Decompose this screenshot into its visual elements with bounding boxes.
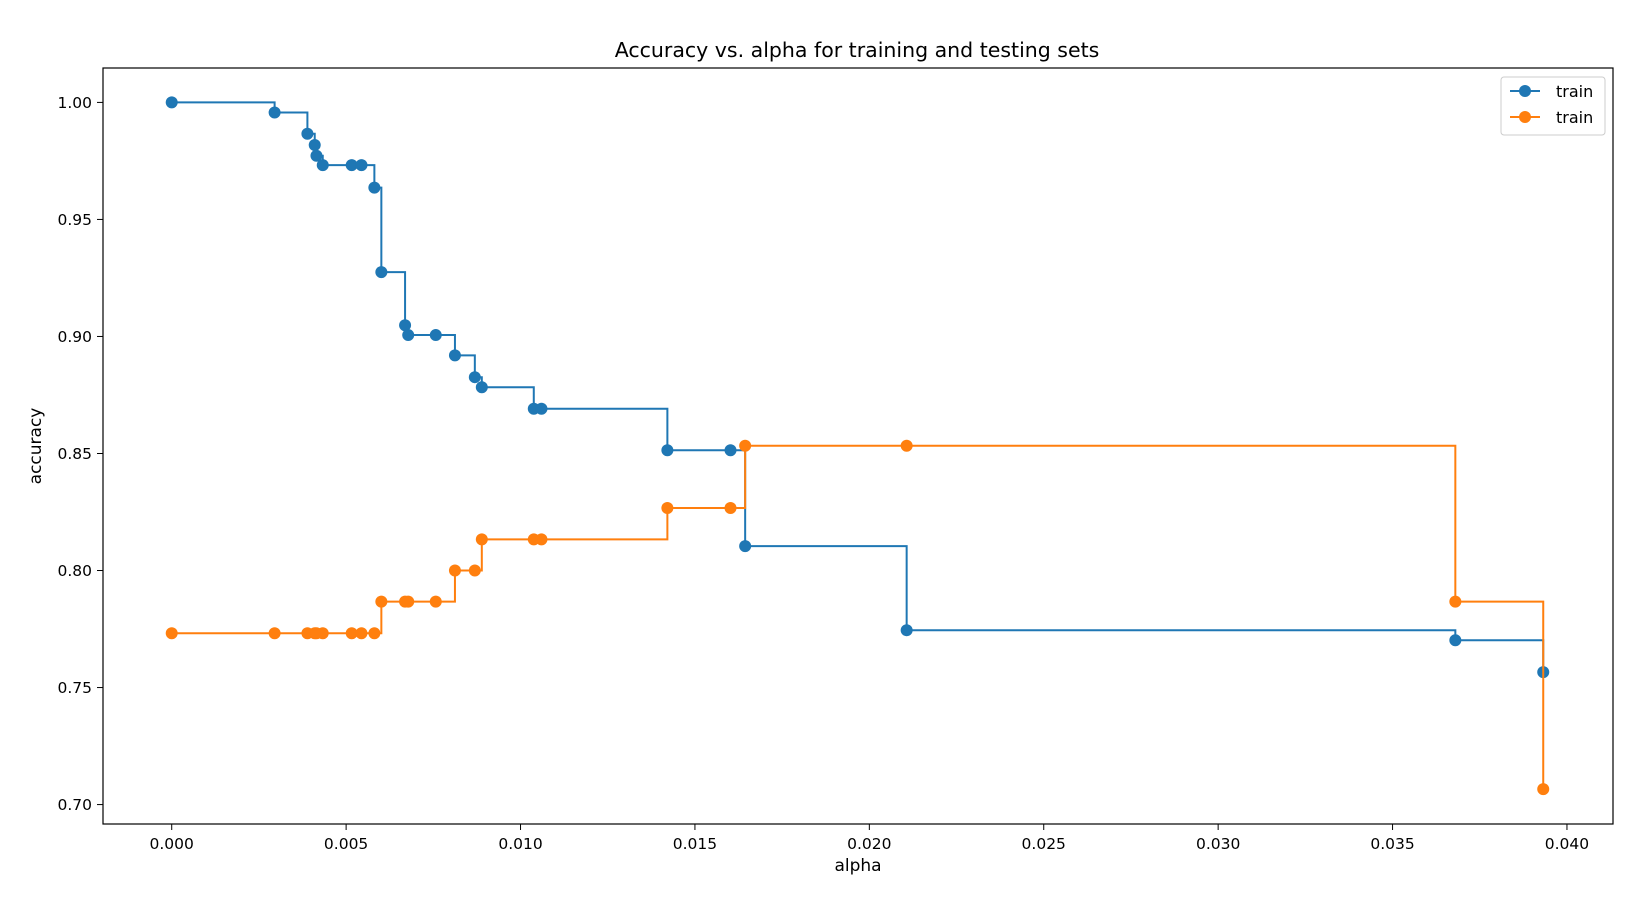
y-axis-label: accuracy	[26, 408, 46, 485]
series-2-point	[448, 564, 461, 577]
series-1-point	[301, 127, 314, 140]
series-1-point	[345, 159, 358, 172]
series-1-point	[429, 329, 442, 342]
series-1-point	[448, 349, 461, 362]
y-tick-label: 1.00	[57, 94, 92, 112]
series-1-point	[375, 266, 388, 279]
series-2-point	[316, 627, 329, 640]
series-2-point	[1449, 595, 1462, 608]
axes-frame	[102, 67, 1614, 825]
y-tick-label: 0.70	[57, 796, 92, 814]
legend-label-series-2: train	[1556, 108, 1593, 127]
series-1-point	[661, 444, 674, 457]
x-tick-label: 0.030	[1196, 835, 1240, 853]
series-2-point	[535, 533, 548, 546]
series-2-point	[468, 564, 481, 577]
x-tick-label: 0.010	[498, 835, 542, 853]
x-tick-label: 0.000	[150, 835, 194, 853]
y-axis: 0.70 0.75 0.80 0.85 0.90 0.95 1.00	[57, 94, 103, 814]
legend-marker-series-1	[1519, 85, 1531, 97]
x-axis: 0.000 0.005 0.010 0.015 0.020 0.025 0.030 0.035…	[150, 824, 1589, 853]
series-2-point	[402, 595, 415, 608]
y-tick-label: 0.95	[57, 211, 92, 229]
series-1-point	[468, 371, 481, 384]
series-2-point	[739, 439, 752, 452]
chart-title: Accuracy vs. alpha for training and test…	[615, 38, 1100, 62]
series-1-point	[399, 319, 412, 332]
series-1-point	[402, 329, 415, 342]
series-1-point	[268, 106, 281, 119]
y-tick-label: 0.80	[57, 562, 92, 580]
series-2-point	[1537, 783, 1550, 796]
series-1-point	[316, 159, 329, 172]
series-2-point	[900, 439, 913, 452]
series-2-point	[345, 627, 358, 640]
series-1-point	[535, 402, 548, 415]
series-2-point	[475, 533, 488, 546]
series-1-point	[900, 624, 913, 637]
series-1-point	[368, 181, 381, 194]
x-axis-label: alpha	[834, 856, 881, 876]
series-1-point	[475, 381, 488, 394]
legend-marker-series-2	[1519, 111, 1531, 123]
series-2-point	[355, 627, 368, 640]
y-tick-label: 0.90	[57, 328, 92, 346]
x-tick-label: 0.005	[324, 835, 368, 853]
y-tick-label: 0.75	[57, 679, 92, 697]
series-2-point	[165, 627, 178, 640]
x-tick-label: 0.040	[1545, 835, 1589, 853]
x-tick-label: 0.035	[1370, 835, 1414, 853]
x-tick-label: 0.020	[847, 835, 891, 853]
series-1-point	[308, 139, 321, 152]
legend: train train	[1500, 76, 1606, 136]
series-2-point	[268, 627, 281, 640]
y-tick-label: 0.85	[57, 445, 92, 463]
series-1-point	[310, 149, 323, 162]
legend-label-series-1: train	[1556, 82, 1593, 101]
x-tick-label: 0.025	[1022, 835, 1066, 853]
plot-area	[165, 96, 1550, 796]
series-1-point	[355, 159, 368, 172]
series-2-point	[724, 502, 737, 515]
series-2-point	[368, 627, 381, 640]
series-2	[165, 439, 1550, 796]
series-1-point	[724, 444, 737, 457]
series-1-point	[739, 540, 752, 553]
series-2-point	[375, 595, 388, 608]
series-2-point	[661, 502, 674, 515]
series-1-point	[165, 96, 178, 109]
x-tick-label: 0.015	[673, 835, 717, 853]
series-1-point	[1449, 634, 1462, 647]
series-2-point	[429, 595, 442, 608]
